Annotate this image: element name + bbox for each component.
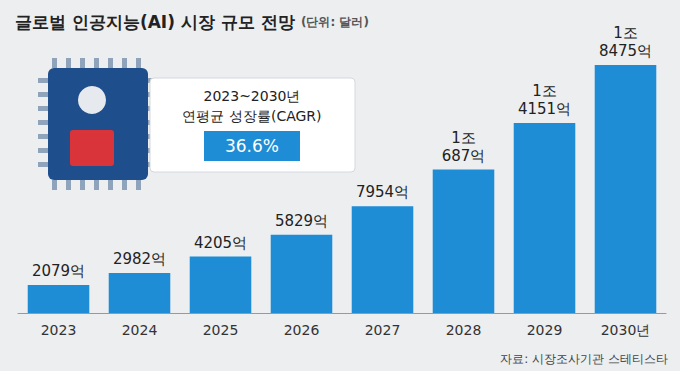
- svg-text:2024: 2024: [122, 322, 158, 338]
- svg-text:2026: 2026: [284, 322, 320, 338]
- svg-text:2023~2030년: 2023~2030년: [204, 88, 301, 104]
- svg-text:2023: 2023: [41, 322, 77, 338]
- svg-text:연평균 성장률(CAGR): 연평균 성장률(CAGR): [182, 108, 321, 124]
- svg-text:글로벌 인공지능(AI) 시장 규모 전망: 글로벌 인공지능(AI) 시장 규모 전망: [15, 12, 295, 32]
- svg-text:2028: 2028: [446, 322, 482, 338]
- svg-text:자료: 시장조사기관 스테티스타: 자료: 시장조사기관 스테티스타: [500, 352, 668, 366]
- svg-text:2982억: 2982억: [113, 250, 166, 268]
- svg-text:8475억: 8475억: [599, 42, 652, 60]
- svg-text:4151억: 4151억: [518, 100, 571, 118]
- svg-text:5829억: 5829억: [275, 212, 328, 230]
- svg-text:4205억: 4205억: [194, 234, 247, 252]
- svg-text:687억: 687억: [442, 147, 486, 165]
- svg-text:2030년: 2030년: [601, 322, 651, 338]
- svg-text:1조: 1조: [451, 129, 476, 147]
- svg-text:36.6%: 36.6%: [225, 136, 279, 156]
- svg-text:1조: 1조: [532, 82, 557, 100]
- svg-text:(단위: 달러): (단위: 달러): [301, 15, 369, 29]
- svg-text:2079억: 2079억: [32, 262, 85, 280]
- svg-text:1조: 1조: [613, 24, 638, 42]
- svg-text:2029: 2029: [527, 322, 563, 338]
- svg-text:2025: 2025: [203, 322, 239, 338]
- svg-text:2027: 2027: [365, 322, 401, 338]
- svg-text:7954억: 7954억: [356, 183, 409, 201]
